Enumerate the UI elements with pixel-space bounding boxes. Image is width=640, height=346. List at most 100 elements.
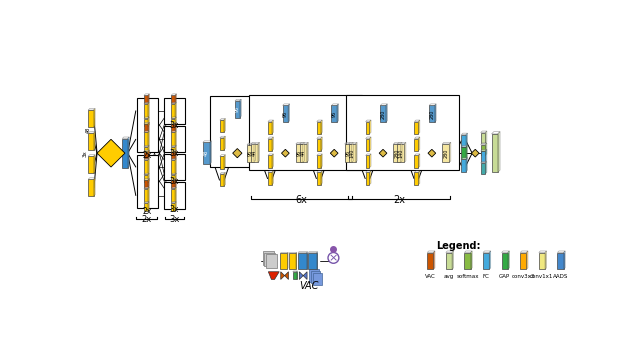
FancyBboxPatch shape bbox=[122, 138, 127, 168]
Text: 2x: 2x bbox=[393, 195, 405, 205]
Polygon shape bbox=[171, 122, 177, 124]
FancyBboxPatch shape bbox=[481, 163, 485, 174]
Text: softmax: softmax bbox=[456, 274, 479, 279]
Text: 2x: 2x bbox=[143, 151, 152, 160]
FancyBboxPatch shape bbox=[481, 151, 485, 162]
Polygon shape bbox=[449, 143, 451, 162]
FancyBboxPatch shape bbox=[309, 270, 319, 282]
Polygon shape bbox=[287, 253, 288, 269]
Polygon shape bbox=[171, 145, 177, 147]
Polygon shape bbox=[93, 109, 95, 127]
Polygon shape bbox=[365, 154, 371, 155]
FancyBboxPatch shape bbox=[397, 144, 404, 162]
Polygon shape bbox=[175, 94, 177, 103]
Text: avg: avg bbox=[444, 274, 454, 279]
Polygon shape bbox=[345, 143, 353, 144]
Polygon shape bbox=[557, 251, 565, 253]
FancyBboxPatch shape bbox=[312, 273, 322, 285]
FancyBboxPatch shape bbox=[465, 253, 470, 270]
Polygon shape bbox=[502, 251, 509, 253]
FancyBboxPatch shape bbox=[345, 144, 351, 162]
Polygon shape bbox=[148, 173, 149, 182]
FancyBboxPatch shape bbox=[144, 147, 148, 155]
Polygon shape bbox=[268, 171, 273, 172]
Polygon shape bbox=[415, 120, 420, 121]
Polygon shape bbox=[472, 149, 479, 157]
Polygon shape bbox=[171, 150, 177, 152]
Polygon shape bbox=[268, 120, 273, 121]
Polygon shape bbox=[433, 251, 435, 270]
FancyBboxPatch shape bbox=[317, 172, 321, 185]
Polygon shape bbox=[470, 251, 472, 270]
FancyBboxPatch shape bbox=[268, 172, 272, 185]
Polygon shape bbox=[349, 143, 357, 144]
Polygon shape bbox=[369, 171, 371, 185]
Polygon shape bbox=[481, 162, 487, 163]
Polygon shape bbox=[268, 137, 273, 138]
Text: Legend:: Legend: bbox=[436, 242, 481, 252]
Polygon shape bbox=[288, 104, 290, 122]
FancyBboxPatch shape bbox=[235, 101, 239, 118]
Polygon shape bbox=[429, 104, 436, 106]
FancyBboxPatch shape bbox=[144, 175, 148, 182]
Polygon shape bbox=[520, 251, 528, 253]
Text: 96: 96 bbox=[235, 106, 240, 112]
Polygon shape bbox=[175, 150, 177, 159]
FancyBboxPatch shape bbox=[144, 189, 148, 202]
FancyBboxPatch shape bbox=[210, 96, 264, 167]
Polygon shape bbox=[122, 137, 129, 138]
FancyBboxPatch shape bbox=[264, 253, 275, 266]
Polygon shape bbox=[272, 120, 273, 134]
FancyBboxPatch shape bbox=[144, 104, 148, 118]
Polygon shape bbox=[419, 120, 420, 134]
Text: 96: 96 bbox=[283, 111, 288, 117]
FancyBboxPatch shape bbox=[164, 182, 184, 209]
FancyBboxPatch shape bbox=[557, 253, 564, 270]
Polygon shape bbox=[539, 251, 547, 253]
Polygon shape bbox=[321, 154, 322, 168]
Polygon shape bbox=[88, 155, 95, 156]
FancyBboxPatch shape bbox=[268, 155, 272, 168]
Polygon shape bbox=[88, 131, 95, 133]
Polygon shape bbox=[148, 131, 149, 146]
FancyBboxPatch shape bbox=[144, 180, 148, 188]
Polygon shape bbox=[355, 143, 357, 162]
Polygon shape bbox=[446, 251, 454, 253]
Text: 3x: 3x bbox=[170, 149, 179, 158]
Polygon shape bbox=[369, 137, 371, 151]
Polygon shape bbox=[300, 143, 308, 144]
FancyBboxPatch shape bbox=[171, 147, 175, 155]
FancyBboxPatch shape bbox=[268, 138, 272, 151]
Polygon shape bbox=[365, 120, 371, 121]
FancyBboxPatch shape bbox=[171, 152, 175, 159]
Text: 2x: 2x bbox=[141, 215, 152, 224]
Polygon shape bbox=[171, 202, 177, 203]
Polygon shape bbox=[144, 145, 149, 147]
Polygon shape bbox=[144, 173, 149, 175]
FancyBboxPatch shape bbox=[88, 179, 93, 196]
Polygon shape bbox=[307, 143, 308, 162]
Polygon shape bbox=[175, 122, 177, 131]
Polygon shape bbox=[148, 150, 149, 159]
Polygon shape bbox=[466, 145, 467, 159]
FancyBboxPatch shape bbox=[144, 124, 148, 131]
Text: 44: 44 bbox=[252, 150, 257, 156]
Polygon shape bbox=[461, 145, 467, 147]
FancyBboxPatch shape bbox=[502, 253, 508, 270]
Polygon shape bbox=[144, 150, 149, 152]
Polygon shape bbox=[175, 145, 177, 155]
FancyBboxPatch shape bbox=[296, 144, 303, 162]
Polygon shape bbox=[317, 154, 322, 155]
FancyBboxPatch shape bbox=[144, 95, 148, 103]
FancyBboxPatch shape bbox=[415, 172, 419, 185]
Polygon shape bbox=[386, 104, 387, 122]
FancyBboxPatch shape bbox=[446, 253, 452, 270]
Polygon shape bbox=[283, 104, 290, 106]
Polygon shape bbox=[508, 251, 509, 270]
FancyBboxPatch shape bbox=[88, 133, 93, 150]
FancyBboxPatch shape bbox=[292, 272, 296, 280]
Polygon shape bbox=[175, 173, 177, 182]
Polygon shape bbox=[148, 117, 149, 126]
Polygon shape bbox=[332, 104, 339, 106]
FancyBboxPatch shape bbox=[171, 119, 175, 126]
